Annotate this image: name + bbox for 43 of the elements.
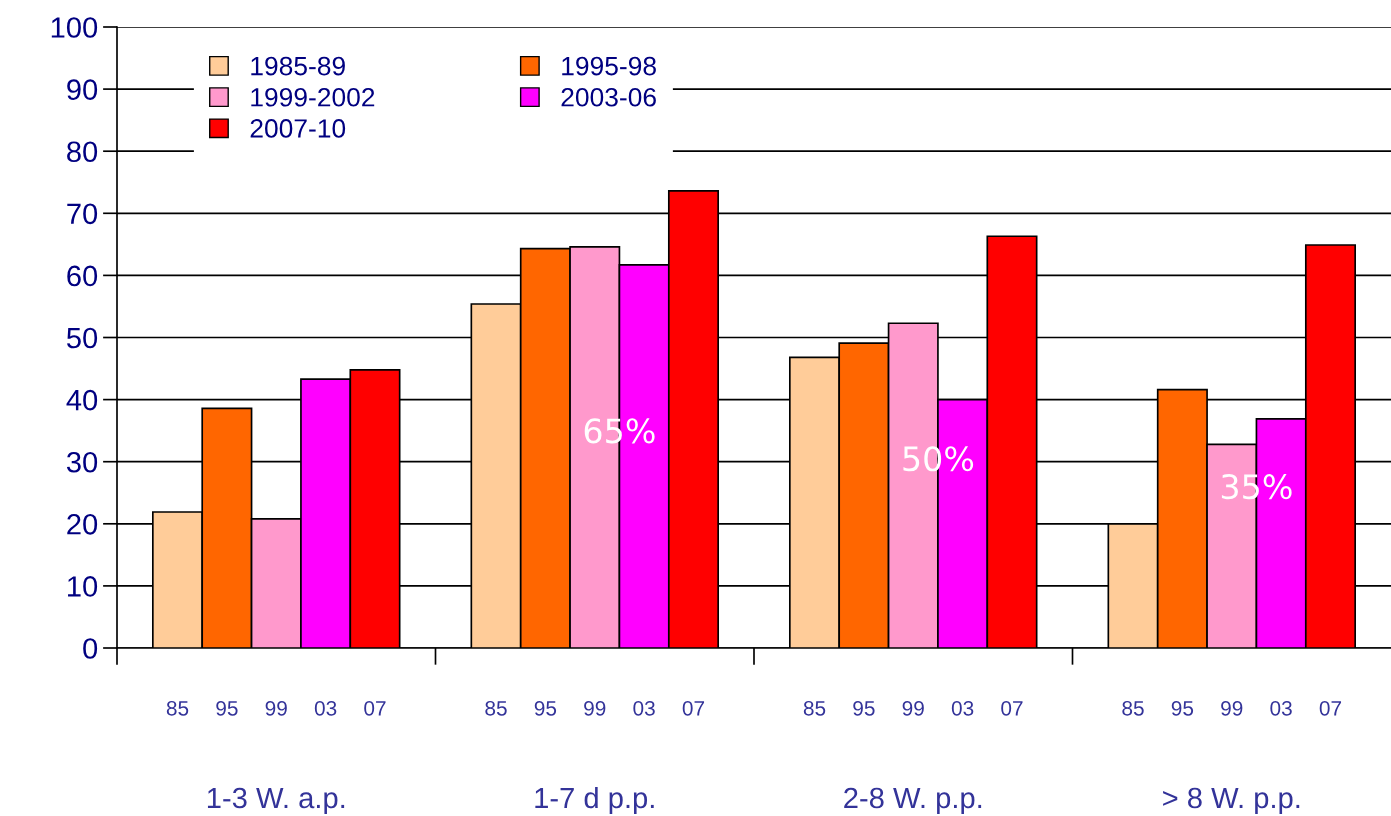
x-tick-label: 1-7 d p.p. [535,786,654,815]
annotation: 50% [903,446,974,472]
text: 99 [902,700,924,716]
legend-label: 1995-98 [562,56,656,76]
text: 85 [1122,700,1144,716]
text: 95 [1171,700,1194,716]
text: 99 [1221,700,1243,716]
text: 03 [633,700,655,716]
text: 07 [682,700,705,716]
legend-label: 2003-06 [561,87,656,107]
text: 03 [314,700,337,716]
legend-label: 2007-10 [250,119,346,138]
annotation: 65% [584,418,655,444]
annotation: 35% [1221,474,1292,500]
text: 85 [803,700,826,716]
text: 07 [364,700,386,716]
y-tick-label: 10 [68,576,98,597]
text: 03 [1270,700,1292,716]
x-tick-label: 1-3 W. a.p. [207,787,345,815]
text: 95 [216,700,238,716]
legend-label: 1985-89 [251,56,345,76]
y-tick-label: 20 [67,514,98,535]
x-tick-label: 2-8 W. p.p. [844,787,982,815]
y-tick-label: 100 [51,17,98,38]
y-tick-label: 70 [67,203,98,225]
text: 07 [1319,700,1342,716]
text: 99 [265,700,287,716]
y-tick-label: 40 [66,389,98,411]
text: 03 [951,700,974,716]
text: 95 [534,700,557,716]
x-tick-label: > 8 W. p.p. [1163,787,1300,815]
y-tick-label: 80 [67,141,98,163]
legend-label: 1999-2002 [251,87,375,107]
text: 95 [853,700,875,716]
y-tick-label: 60 [67,265,98,287]
y-tick-label: 0 [83,638,98,659]
y-tick-label: 90 [67,79,98,100]
y-tick-label: 30 [66,451,98,473]
text: 85 [485,700,507,716]
text: 99 [584,700,606,716]
text: 85 [166,700,189,716]
y-tick-label: 50 [66,327,98,349]
text: 07 [1001,700,1023,716]
